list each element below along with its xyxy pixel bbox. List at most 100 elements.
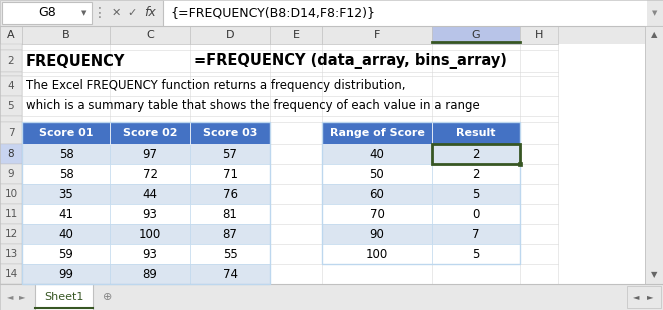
Bar <box>22 26 110 44</box>
Text: 59: 59 <box>58 247 74 260</box>
Bar <box>645 26 663 284</box>
Bar <box>0 184 22 204</box>
Bar <box>35 284 93 310</box>
Bar <box>322 144 432 164</box>
Bar <box>0 26 22 44</box>
Text: 35: 35 <box>58 188 74 201</box>
Bar <box>627 286 661 308</box>
Text: B: B <box>62 30 70 40</box>
Bar <box>432 204 520 224</box>
Bar <box>0 204 22 224</box>
Text: 14: 14 <box>5 269 18 279</box>
Bar <box>110 204 190 224</box>
Text: D: D <box>225 30 234 40</box>
Text: Result: Result <box>456 128 496 138</box>
Text: 41: 41 <box>58 207 74 220</box>
Text: 50: 50 <box>370 167 385 180</box>
Text: 89: 89 <box>143 268 157 281</box>
Text: Range of Score: Range of Score <box>330 128 424 138</box>
Text: 58: 58 <box>58 148 74 161</box>
Text: 70: 70 <box>369 207 385 220</box>
Text: 58: 58 <box>58 167 74 180</box>
Bar <box>322 26 432 44</box>
Text: 2: 2 <box>472 167 480 180</box>
Text: 2: 2 <box>8 56 15 66</box>
Text: 7: 7 <box>472 228 480 241</box>
Text: C: C <box>146 30 154 40</box>
Text: 60: 60 <box>369 188 385 201</box>
Text: 40: 40 <box>369 148 385 161</box>
Bar <box>0 284 663 310</box>
Bar <box>190 264 270 284</box>
Text: Sheet1: Sheet1 <box>44 292 84 302</box>
Text: 71: 71 <box>223 167 237 180</box>
Text: 55: 55 <box>223 247 237 260</box>
Bar <box>0 144 22 164</box>
Bar <box>432 224 520 244</box>
Bar <box>0 264 22 284</box>
Bar <box>322 224 432 244</box>
Text: The Excel FREQUENCY function returns a frequency distribution,: The Excel FREQUENCY function returns a f… <box>26 79 406 92</box>
Bar <box>164 0 647 26</box>
Text: 10: 10 <box>5 189 17 199</box>
Bar <box>0 96 22 116</box>
Bar <box>432 122 520 144</box>
Text: ◄: ◄ <box>7 293 13 302</box>
Bar <box>22 204 110 224</box>
Text: fx: fx <box>144 7 156 20</box>
Bar <box>110 144 190 164</box>
Bar <box>22 244 110 264</box>
Text: Score 03: Score 03 <box>203 128 257 138</box>
Bar <box>432 144 520 164</box>
Text: which is a summary table that shows the frequency of each value in a range: which is a summary table that shows the … <box>26 100 480 113</box>
Bar <box>110 184 190 204</box>
Text: {=FREQUENCY(B8:D14,F8:F12)}: {=FREQUENCY(B8:D14,F8:F12)} <box>170 7 375 20</box>
Bar <box>190 122 270 144</box>
Bar <box>270 26 322 44</box>
Text: 5: 5 <box>8 101 15 111</box>
Text: 5: 5 <box>472 247 480 260</box>
Bar <box>22 184 110 204</box>
Text: 100: 100 <box>366 247 388 260</box>
Text: ▼: ▼ <box>651 271 657 280</box>
Bar <box>432 184 520 204</box>
Bar <box>322 204 432 224</box>
Bar <box>190 26 270 44</box>
Text: Score 01: Score 01 <box>38 128 93 138</box>
Bar <box>0 26 22 44</box>
Text: 100: 100 <box>139 228 161 241</box>
Text: ✕: ✕ <box>111 8 121 18</box>
Text: 2: 2 <box>472 148 480 161</box>
Text: 90: 90 <box>369 228 385 241</box>
Text: 74: 74 <box>223 268 237 281</box>
Bar <box>0 116 22 122</box>
Bar <box>190 164 270 184</box>
Bar <box>190 184 270 204</box>
Bar <box>0 50 22 72</box>
Text: ◄: ◄ <box>633 293 639 302</box>
Text: FREQUENCY: FREQUENCY <box>26 54 125 69</box>
Text: 97: 97 <box>143 148 158 161</box>
Bar <box>0 122 22 144</box>
Bar <box>190 244 270 264</box>
Bar <box>190 204 270 224</box>
Text: 4: 4 <box>8 81 15 91</box>
Bar <box>110 244 190 264</box>
Bar <box>22 264 110 284</box>
Text: 76: 76 <box>223 188 237 201</box>
Text: ▼: ▼ <box>652 10 658 16</box>
Text: 72: 72 <box>143 167 158 180</box>
Bar <box>110 122 190 144</box>
Bar <box>110 224 190 244</box>
Text: H: H <box>535 30 543 40</box>
Bar <box>518 162 522 166</box>
Text: 99: 99 <box>58 268 74 281</box>
Bar <box>110 26 190 44</box>
Text: G8: G8 <box>38 7 56 20</box>
Bar <box>432 26 520 44</box>
Text: 13: 13 <box>5 249 18 259</box>
Bar <box>322 244 432 264</box>
Text: G: G <box>471 30 480 40</box>
Text: ►: ► <box>646 293 653 302</box>
Text: =FREQUENCY (data_array, bins_array): =FREQUENCY (data_array, bins_array) <box>194 53 507 69</box>
